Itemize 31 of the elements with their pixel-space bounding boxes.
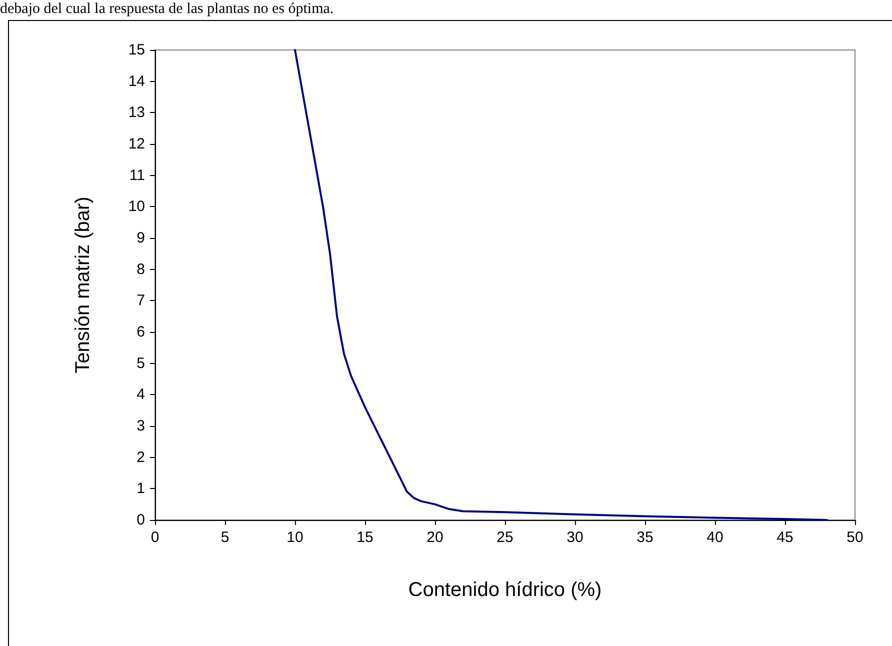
x-tick-label: 30 [566, 529, 584, 546]
y-tick-label: 3 [136, 418, 145, 434]
y-tick-label: 12 [128, 136, 145, 152]
x-tick-label: 5 [220, 529, 230, 546]
x-tick-label: 0 [150, 529, 160, 546]
y-tick-label: 7 [136, 292, 145, 310]
x-axis-title: Contenido hídrico (%) [408, 579, 602, 601]
y-tick-label: 1 [136, 480, 145, 498]
x-tick-label: 20 [426, 529, 444, 546]
x-tick-label: 10 [286, 529, 304, 546]
line-series [294, 49, 828, 521]
y-tick-label: 2 [136, 448, 145, 466]
x-tick-label: 50 [846, 529, 864, 546]
y-tick-label: 10 [128, 198, 145, 216]
x-tick-label: 45 [776, 529, 794, 546]
x-tick-label: 35 [636, 529, 654, 546]
x-tick-label: 15 [356, 529, 374, 546]
y-tick-label: 8 [136, 260, 145, 278]
y-tick-label: 15 [128, 42, 145, 58]
y-tick-label: 5 [136, 354, 145, 372]
y-tick-label: 4 [136, 386, 145, 404]
text: debajo del cual la respuesta de las plantas no es óptima. [0, 0, 334, 18]
y-tick-label: 14 [128, 72, 145, 90]
y-tick-label: 11 [129, 166, 145, 184]
x-tick-label: 25 [496, 529, 514, 546]
y-tick-label: 13 [128, 104, 145, 122]
y-tick-label: 6 [136, 324, 145, 340]
y-tick-label: 9 [136, 230, 145, 246]
x-tick-label: 40 [706, 529, 724, 546]
y-axis-title: Tensión matriz (bar) [72, 196, 94, 374]
y-tick-label: 0 [136, 512, 145, 528]
